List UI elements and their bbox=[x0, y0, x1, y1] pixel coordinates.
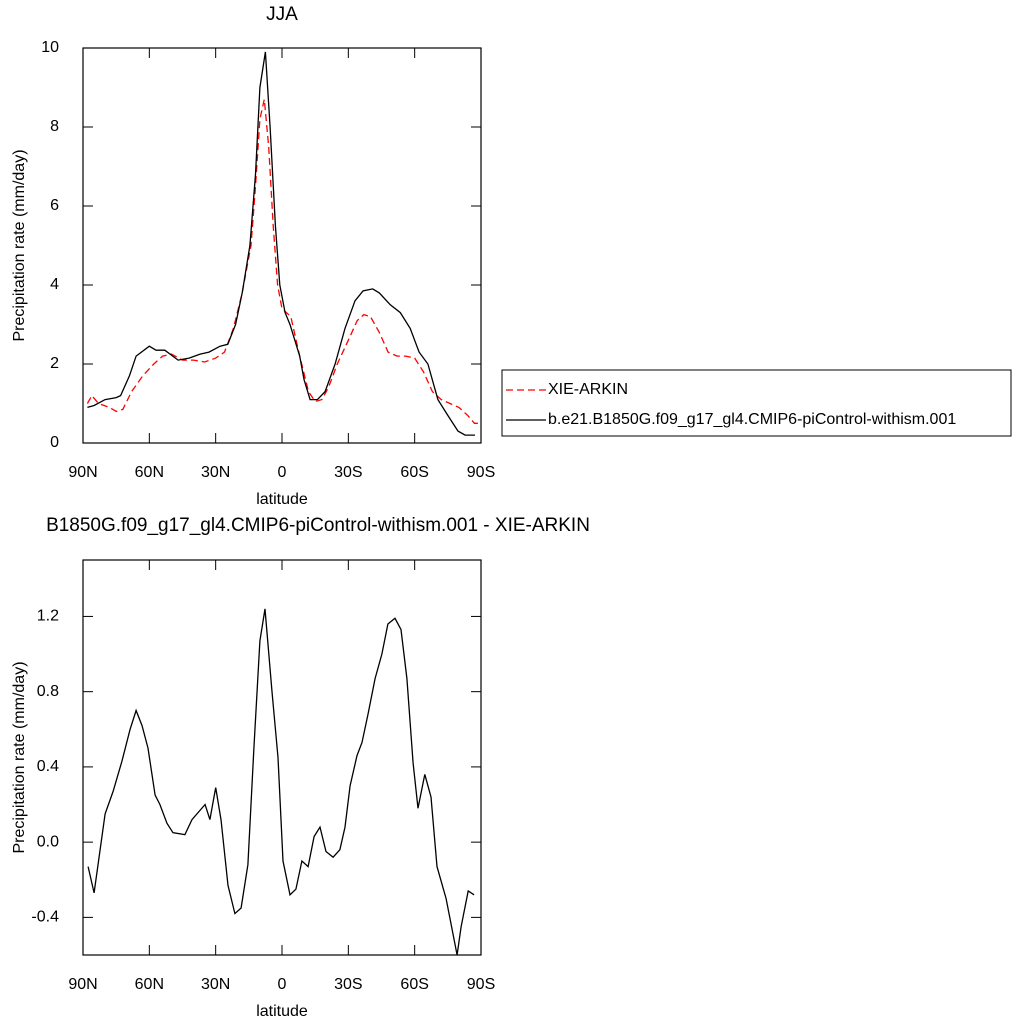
x-tick-label: 30S bbox=[334, 976, 362, 993]
series-line bbox=[86, 99, 479, 424]
x-axis-label: latitude bbox=[256, 1003, 308, 1020]
y-axis-label: Precipitation rate (mm/day) bbox=[11, 149, 28, 341]
x-tick-label: 60N bbox=[135, 976, 164, 993]
x-tick-label: 60S bbox=[400, 976, 428, 993]
x-tick-label: 90S bbox=[467, 976, 495, 993]
y-tick-label: 0.0 bbox=[37, 833, 59, 850]
x-tick-label: 60N bbox=[135, 464, 164, 481]
x-tick-label: 60S bbox=[400, 464, 428, 481]
y-tick-label: 10 bbox=[41, 39, 59, 56]
x-tick-label: 30S bbox=[334, 464, 362, 481]
legend-label: XIE-ARKIN bbox=[548, 381, 628, 398]
y-axis-label: Precipitation rate (mm/day) bbox=[11, 661, 28, 853]
legend-label: b.e21.B1850G.f09_g17_gl4.CMIP6-piControl… bbox=[548, 411, 956, 428]
x-tick-label: 0 bbox=[278, 464, 287, 481]
x-tick-label: 30N bbox=[201, 464, 230, 481]
y-tick-label: 8 bbox=[50, 118, 59, 135]
x-tick-label: 90N bbox=[68, 464, 97, 481]
legend-box bbox=[501, 369, 1012, 437]
y-tick-label: 0 bbox=[50, 434, 59, 451]
y-tick-label: -0.4 bbox=[31, 909, 59, 926]
plot-frame bbox=[82, 559, 482, 956]
x-tick-label: 30N bbox=[201, 976, 230, 993]
y-tick-label: 2 bbox=[50, 355, 59, 372]
chart-title: B1850G.f09_g17_gl4.CMIP6-piControl-withi… bbox=[46, 515, 590, 536]
series-line bbox=[87, 608, 475, 956]
x-tick-label: 0 bbox=[278, 976, 287, 993]
plot-frame bbox=[82, 47, 482, 444]
x-tick-label: 90N bbox=[68, 976, 97, 993]
x-axis-label: latitude bbox=[256, 491, 308, 508]
y-tick-label: 1.2 bbox=[37, 608, 59, 625]
y-tick-label: 0.4 bbox=[37, 758, 59, 775]
series-line bbox=[87, 51, 475, 436]
chart-title: JJA bbox=[266, 4, 298, 25]
y-tick-label: 0.8 bbox=[37, 683, 59, 700]
x-tick-label: 90S bbox=[467, 464, 495, 481]
y-tick-label: 6 bbox=[50, 197, 59, 214]
y-tick-label: 4 bbox=[50, 276, 59, 293]
